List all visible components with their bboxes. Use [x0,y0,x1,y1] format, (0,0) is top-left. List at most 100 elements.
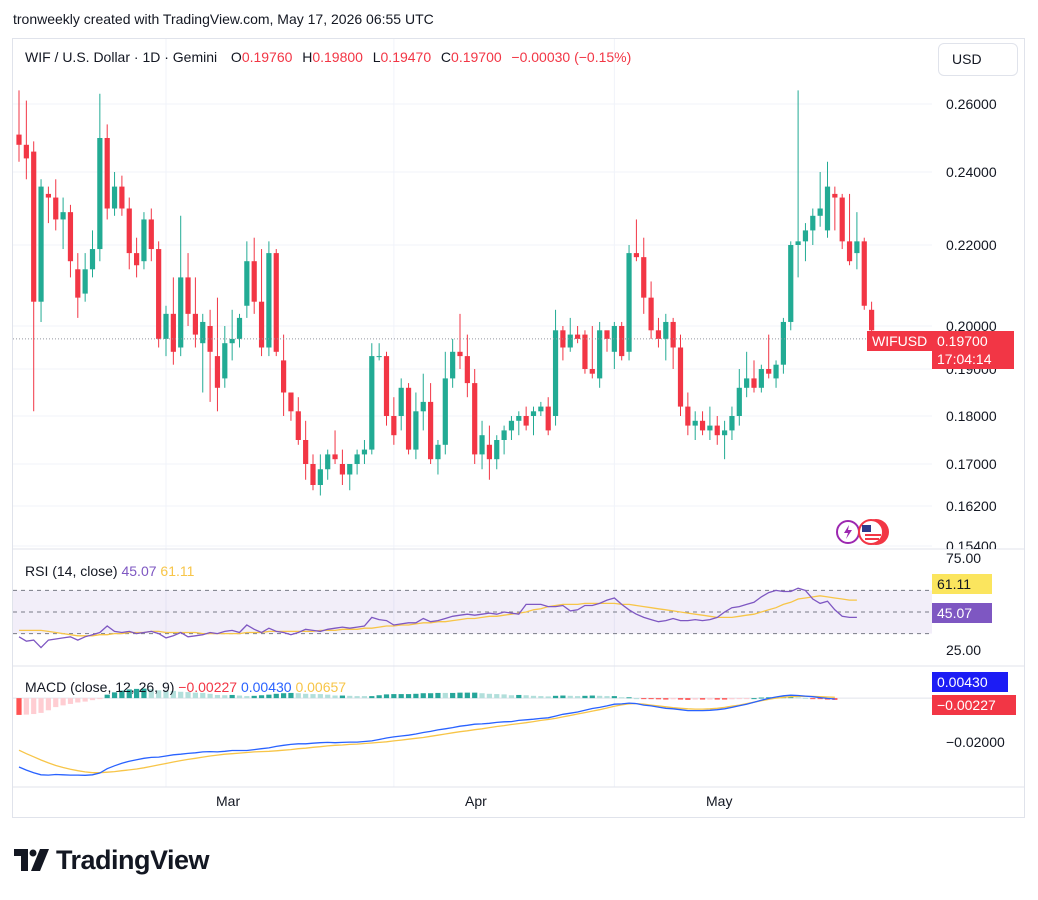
candle-body [486,444,492,460]
time-tick-label: May [706,793,733,809]
macd-histogram-bar [663,698,669,700]
macd-histogram-bar [795,697,801,699]
price-tick-label: 0.24000 [946,164,997,180]
candle-body [354,454,360,464]
rsi-title[interactable]: RSI (14, close) [25,563,118,579]
price-tick-label: 0.20000 [946,318,997,334]
candle-body [597,330,603,379]
macd-histogram-bar [405,694,412,699]
time-tick-label: Apr [465,793,487,809]
macd-title[interactable]: MACD (close, 12, 26, 9) [25,679,175,695]
macd-histogram-bar [317,694,323,699]
macd-histogram-bar [597,695,603,699]
candle-body [295,411,301,440]
candle-body [281,360,287,393]
macd-histogram-bar [60,698,66,706]
time-tick-label: Mar [216,793,241,809]
macd-histogram-bar [339,695,345,699]
macd-histogram-bar [685,698,691,700]
macd-histogram-bar [163,690,169,699]
symbol-title[interactable]: WIF / U.S. Dollar · 1D · Gemini [25,49,218,65]
candle-body [508,420,515,431]
macd-histogram-bar [207,693,213,699]
candle-body [141,219,147,262]
candle-body [780,321,786,365]
candle-body [707,425,713,431]
tradingview-logo[interactable]: TradingView [14,842,210,878]
candle-body [538,406,544,412]
candle-body [236,317,243,339]
candle-body [332,454,338,460]
signal-legend-value: 0.00657 [295,679,347,695]
macd-value-tag: 0.00430 [932,672,1008,692]
candle-body [45,193,51,198]
macd-histogram-bar [677,698,684,700]
candle-body [722,430,728,436]
candle-body [714,425,720,436]
macd-histogram-bar [472,692,478,699]
candle-body [310,464,316,485]
macd-histogram-bar [450,692,456,699]
macd-histogram-bar [376,695,382,699]
candle-body [178,277,184,348]
macd-histogram-bar [722,698,728,700]
macd-histogram-bar [38,698,44,713]
macd-histogram-bar [560,695,566,699]
macd-histogram-bar [707,698,713,700]
macd-histogram-bar [89,698,96,701]
macd-histogram-bar [288,692,294,699]
rsi-legend-value: 45.07 [121,563,157,579]
macd-histogram-bar [633,698,639,700]
macd-histogram-bar [398,694,404,699]
candle-body [869,309,875,331]
macd-histogram-bar [391,694,397,699]
candle-body [156,249,162,339]
candle-body [214,356,221,388]
macd-histogram-bar [464,692,470,699]
macd-histogram-bar [523,695,529,699]
macd-histogram-bar [545,696,551,699]
candle-body [567,334,573,348]
candle-body [97,138,103,250]
macd-histogram-bar [332,695,338,699]
macd-histogram-bar [361,696,368,699]
candle-body [89,249,96,270]
events-flag-icon[interactable] [836,519,896,547]
candle-body [398,387,404,416]
macd-histogram-bar [758,697,764,699]
candle-body [545,406,551,431]
macd-histogram-bar [82,698,88,702]
macd-histogram-bar [494,694,500,699]
candle-body [472,383,478,455]
candle-body [619,326,625,357]
chart-frame[interactable] [12,38,1025,818]
candle-body [692,420,698,426]
macd-histogram-bar [538,696,544,699]
rsi-ma-legend-value: 61.11 [160,563,195,579]
candle-body [369,356,375,450]
candle-body [376,356,382,358]
candle-body [736,387,742,416]
candle-body [442,378,448,445]
candle-body [854,241,860,254]
macd-histogram-bar [229,694,235,699]
candle-body [60,212,66,220]
macd-signal-line [18,695,835,774]
candle-body [339,464,345,475]
brand-wordmark: TradingView [56,844,210,875]
macd-histogram-bar [420,693,426,699]
candle-body [450,351,456,379]
rsi-ma-value-tag: 61.11 [932,574,992,594]
macd-histogram-bar [67,698,74,704]
macd-line-legend-value: 0.00430 [240,679,292,695]
macd-histogram-bar [200,692,206,699]
candle-body [229,338,235,344]
candle-body [611,326,617,352]
rsi-tick-label: 75.00 [946,550,982,566]
candle-body [655,330,662,339]
macd-histogram-bar [589,695,595,699]
candle-body [589,369,595,374]
macd-histogram-bar [604,696,610,699]
currency-button[interactable]: USD [938,43,1018,76]
